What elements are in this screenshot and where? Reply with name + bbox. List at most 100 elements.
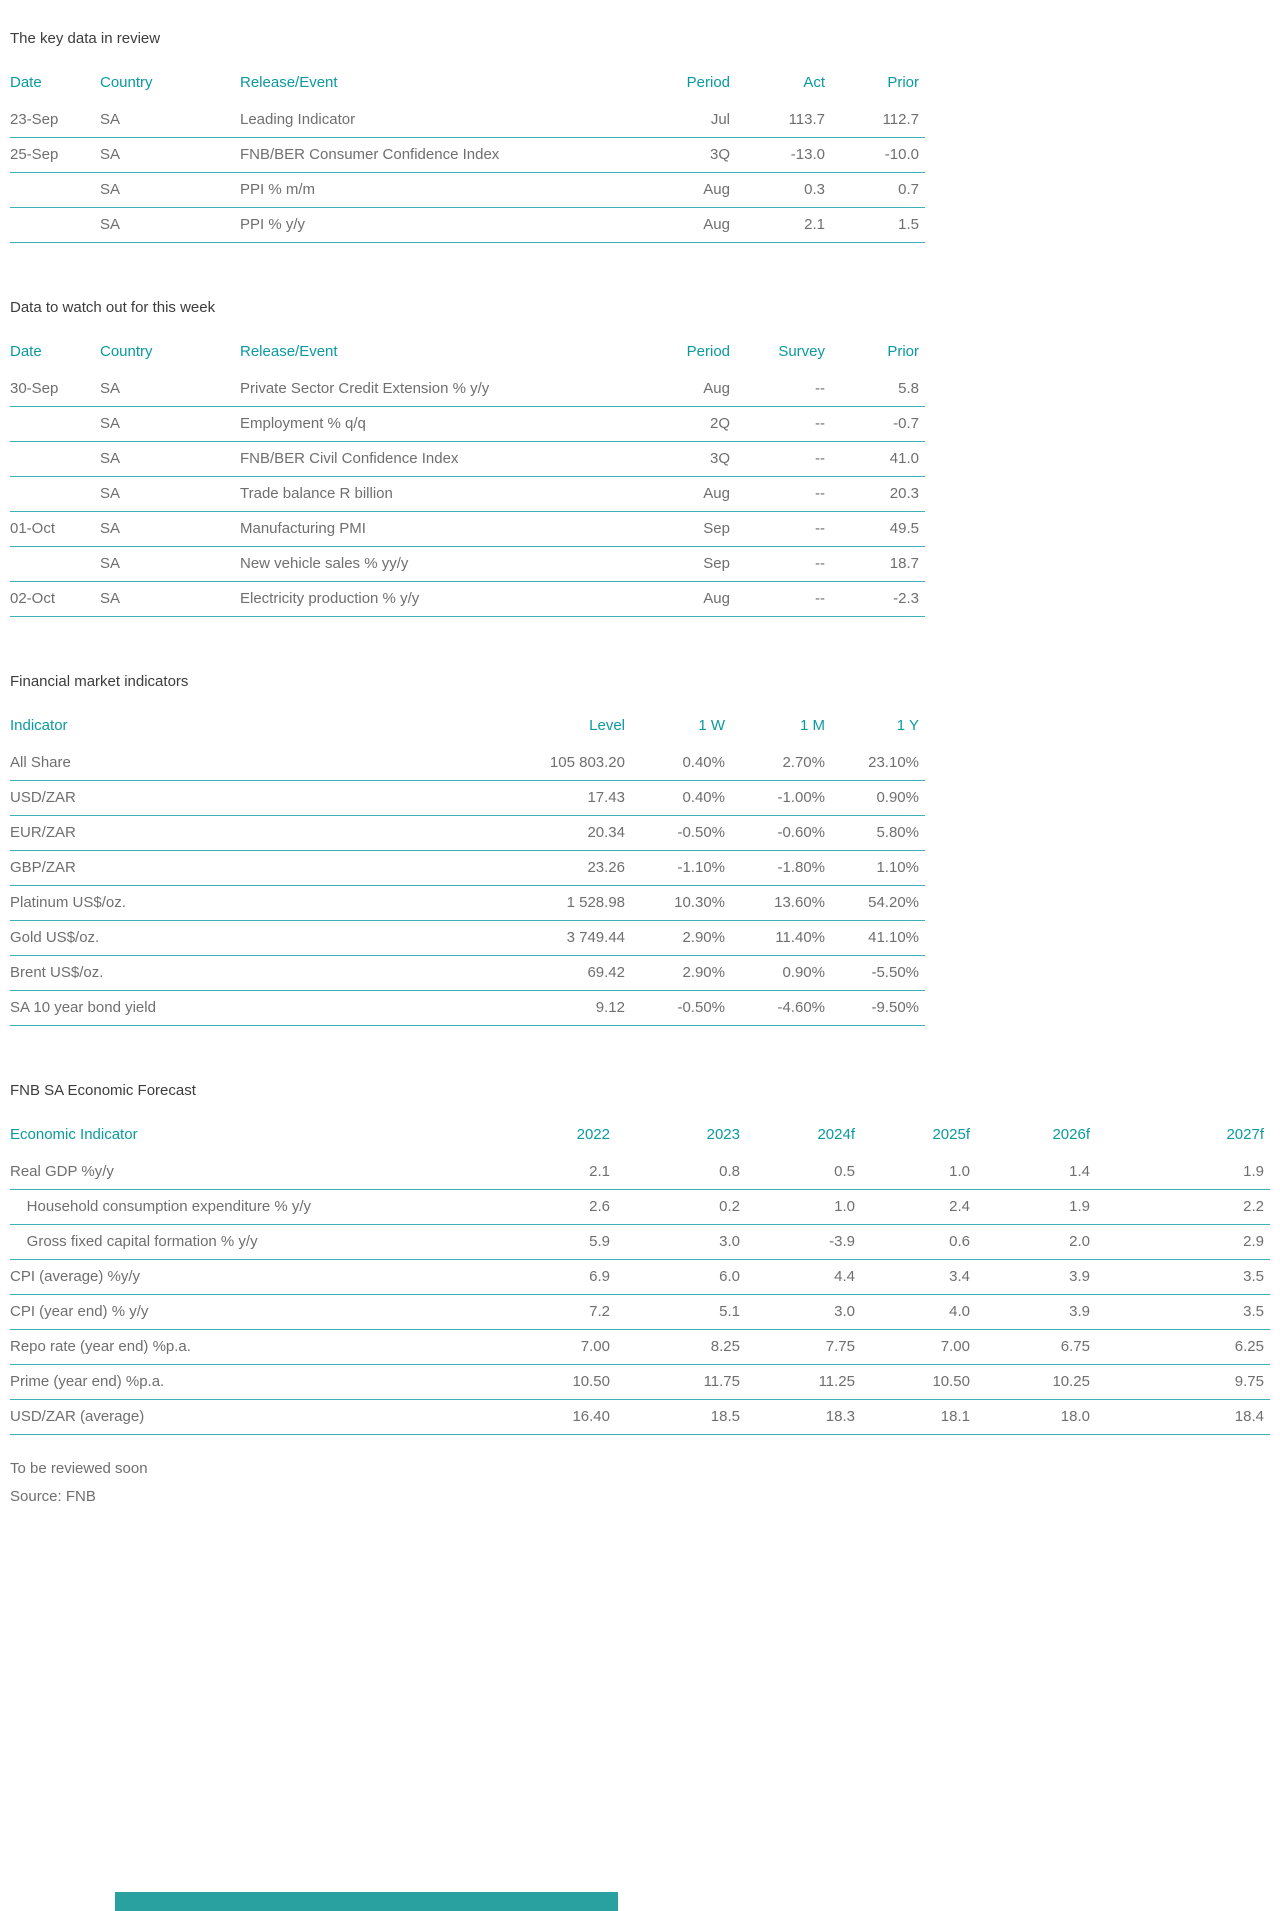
section-title-key-data: The key data in review: [10, 30, 161, 47]
cell: --: [730, 441, 825, 477]
cell: 3 749.44: [410, 920, 625, 956]
cell: SA: [100, 476, 240, 512]
table-row: All Share 105 803.20 0.40% 2.70% 23.10%: [10, 746, 925, 781]
cell: Trade balance R billion: [240, 476, 625, 512]
cell: 3.0: [740, 1294, 855, 1330]
cell: -10.0: [825, 137, 925, 173]
cell: 30-Sep: [10, 372, 100, 407]
table-row: GBP/ZAR 23.26 -1.10% -1.80% 1.10%: [10, 850, 925, 886]
column-header: Release/Event: [240, 74, 338, 91]
table-row: Repo rate (year end) %p.a. 7.00 8.25 7.75 7.…: [10, 1329, 1270, 1365]
column-header: Indicator: [10, 717, 68, 734]
cell: 25-Sep: [10, 137, 100, 173]
data-to-watch-table: Date Country Release/Event Period Survey Prio…: [10, 341, 925, 617]
cell: Aug: [625, 581, 730, 617]
cell: 11.75: [610, 1364, 740, 1400]
economic-forecast-table: Economic Indicator 2022 2023 2024f 2025f 2026…: [10, 1124, 1270, 1435]
cell: Employment % q/q: [240, 406, 625, 442]
column-header: Country: [100, 74, 153, 91]
cell: EUR/ZAR: [10, 815, 410, 851]
column-header: Economic Indicator: [10, 1126, 138, 1143]
cell: -2.3: [825, 581, 925, 617]
report-page: The key data in review Date Country Releas…: [0, 30, 1280, 1511]
cell: USD/ZAR: [10, 780, 410, 816]
section-title-economic-forecast: FNB SA Economic Forecast: [10, 1082, 196, 1099]
cell: SA: [100, 207, 240, 243]
cell: 0.8: [610, 1155, 740, 1190]
table-row: SA Employment % q/q 2Q -- -0.7: [10, 406, 925, 442]
section-key-data-review: The key data in review Date Country Releas…: [10, 30, 1270, 243]
cell: 13.60%: [725, 885, 825, 921]
table-row: SA PPI % m/m Aug 0.3 0.7: [10, 172, 925, 208]
cell: 23.10%: [825, 746, 925, 781]
cell: 69.42: [410, 955, 625, 991]
table-row: Brent US$/oz. 69.42 2.90% 0.90% -5.50%: [10, 955, 925, 991]
cell: 16.40: [490, 1399, 610, 1435]
section-data-to-watch: Data to watch out for this week Date Coun…: [10, 299, 1270, 617]
table-row: 01-Oct SA Manufacturing PMI Sep -- 49.5: [10, 511, 925, 547]
cell: 4.0: [855, 1294, 970, 1330]
footer-band: [115, 1892, 618, 1911]
cell: [10, 207, 100, 243]
column-header: Period: [686, 74, 730, 91]
cell: 1.4: [970, 1155, 1090, 1190]
footer-note: To be reviewed soon: [10, 1460, 148, 1477]
table-row: SA New vehicle sales % yy/y Sep -- 18.7: [10, 546, 925, 582]
cell: Platinum US$/oz.: [10, 885, 410, 921]
cell: 1.9: [970, 1189, 1090, 1225]
cell: Aug: [625, 476, 730, 512]
cell: [10, 172, 100, 208]
cell: Real GDP %y/y: [10, 1155, 490, 1190]
cell: -0.7: [825, 406, 925, 442]
cell: 3Q: [625, 137, 730, 173]
cell: 112.7: [825, 103, 925, 138]
cell: SA: [100, 406, 240, 442]
cell: 18.5: [610, 1399, 740, 1435]
cell: FNB/BER Civil Confidence Index: [240, 441, 625, 477]
table-row: SA PPI % y/y Aug 2.1 1.5: [10, 207, 925, 243]
cell: 18.4: [1090, 1399, 1270, 1435]
cell: 2.90%: [625, 920, 725, 956]
table-row: Household consumption expenditure % y/y 2…: [10, 1189, 1270, 1225]
cell: SA: [100, 441, 240, 477]
table-row: Prime (year end) %p.a. 10.50 11.75 11.25 10.…: [10, 1364, 1270, 1400]
cell: -3.9: [740, 1224, 855, 1260]
cell: 7.75: [740, 1329, 855, 1365]
cell: 105 803.20: [410, 746, 625, 781]
cell: 1.0: [740, 1189, 855, 1225]
column-header: 2025f: [932, 1126, 970, 1143]
cell: Leading Indicator: [240, 103, 625, 138]
cell: 0.3: [730, 172, 825, 208]
cell: -1.00%: [725, 780, 825, 816]
cell: [10, 441, 100, 477]
table-row: SA FNB/BER Civil Confidence Index 3Q -- 41.0: [10, 441, 925, 477]
header-row: Indicator Level 1 W 1 M 1 Y: [10, 715, 925, 746]
table-row: 23-Sep SA Leading Indicator Jul 113.7 112.7: [10, 103, 925, 138]
cell: 11.25: [740, 1364, 855, 1400]
cell: 2.90%: [625, 955, 725, 991]
column-header: Act: [803, 74, 825, 91]
cell: 6.0: [610, 1259, 740, 1295]
cell: 3Q: [625, 441, 730, 477]
cell: PPI % m/m: [240, 172, 625, 208]
cell: 0.5: [740, 1155, 855, 1190]
cell: 5.9: [490, 1224, 610, 1260]
cell: 4.4: [740, 1259, 855, 1295]
cell: 113.7: [730, 103, 825, 138]
cell: 10.50: [490, 1364, 610, 1400]
cell: 0.40%: [625, 780, 725, 816]
cell: PPI % y/y: [240, 207, 625, 243]
cell: 10.30%: [625, 885, 725, 921]
cell: Aug: [625, 372, 730, 407]
cell: All Share: [10, 746, 410, 781]
cell: 17.43: [410, 780, 625, 816]
table-row: CPI (average) %y/y 6.9 6.0 4.4 3.4 3.9 3.5: [10, 1259, 1270, 1295]
cell: SA 10 year bond yield: [10, 990, 410, 1026]
table-row: SA 10 year bond yield 9.12 -0.50% -4.60% -9.…: [10, 990, 925, 1026]
column-header: 2024f: [817, 1126, 855, 1143]
cell: -1.80%: [725, 850, 825, 886]
column-header: Prior: [887, 74, 919, 91]
cell: 0.2: [610, 1189, 740, 1225]
table-row: SA Trade balance R billion Aug -- 20.3: [10, 476, 925, 512]
cell: -0.50%: [625, 815, 725, 851]
